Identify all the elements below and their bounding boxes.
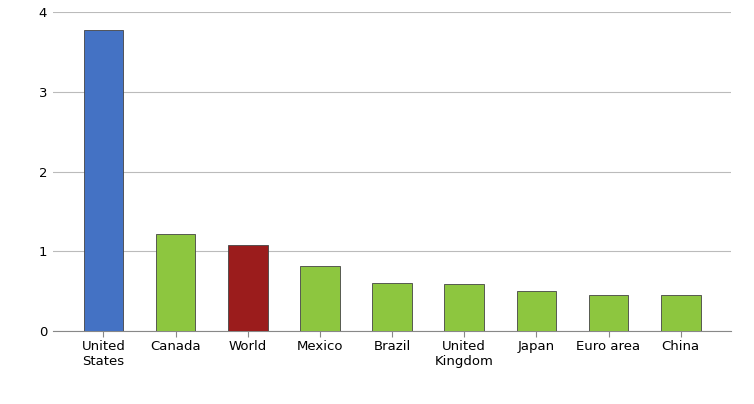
Bar	[661, 295, 700, 331]
Bar	[516, 291, 556, 331]
Bar	[156, 234, 195, 331]
Bar	[589, 295, 628, 331]
Bar	[300, 266, 340, 331]
Bar	[372, 284, 412, 331]
Bar	[84, 29, 124, 331]
Bar	[228, 245, 268, 331]
Bar	[444, 284, 484, 331]
